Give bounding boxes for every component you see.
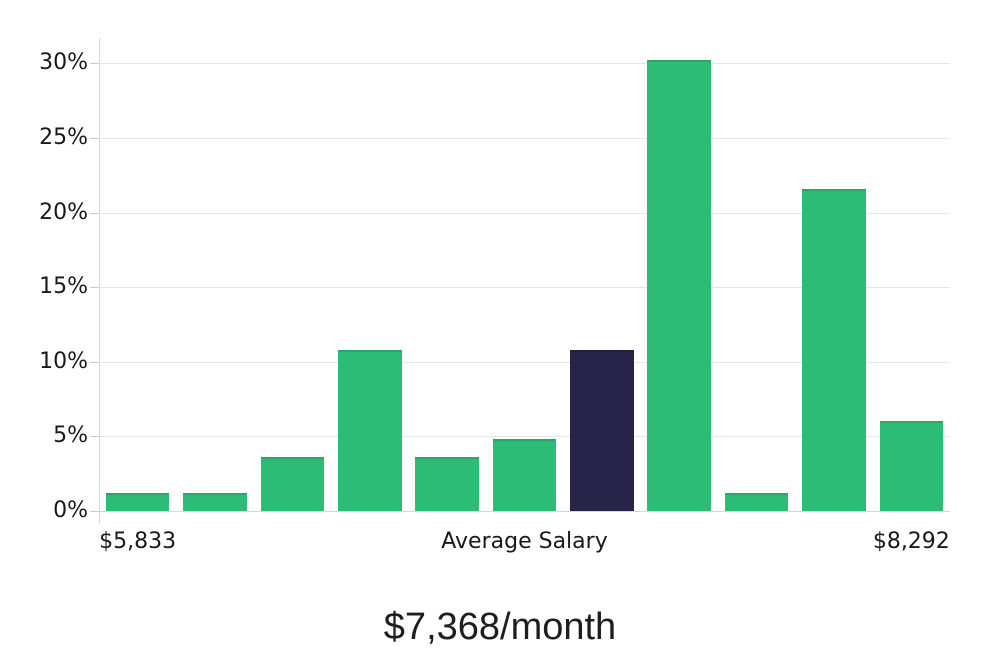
- bar: [415, 457, 479, 511]
- bar: [492, 439, 557, 511]
- bar: [260, 457, 325, 511]
- x-axis-line: [99, 511, 950, 512]
- y-tick-label: 15%: [39, 274, 88, 300]
- bar: [724, 493, 789, 511]
- y-tick-label: 20%: [39, 199, 88, 225]
- x-tick-label-max-salary: $8,292: [872, 529, 950, 554]
- bar: [105, 493, 170, 511]
- highlighted-average-salary-bar: [570, 349, 634, 511]
- gridline: [99, 212, 950, 214]
- y-tick-mark: [90, 63, 99, 65]
- bar: [879, 421, 944, 511]
- y-tick-label: 0%: [53, 498, 88, 523]
- gridline: [99, 63, 950, 65]
- bar: [338, 349, 402, 511]
- y-tick-mark: [90, 137, 99, 139]
- bar: [647, 60, 711, 511]
- bar: [802, 188, 866, 511]
- y-tick-mark: [90, 287, 99, 289]
- y-tick-mark: [90, 212, 99, 214]
- gridline: [99, 137, 950, 139]
- chart-title-average-monthly-salary: $7,368/month: [383, 606, 617, 648]
- y-tick-mark: [90, 361, 99, 363]
- y-tick-label: 5%: [53, 423, 88, 449]
- gridline: [99, 287, 950, 289]
- y-tick-mark: [90, 511, 99, 512]
- gridline: [99, 361, 950, 363]
- y-tick-label: 25%: [39, 124, 88, 150]
- bar: [183, 493, 247, 511]
- y-tick-label: 30%: [39, 50, 88, 76]
- y-tick-mark: [90, 436, 99, 438]
- x-tick-label-min-salary: $5,833: [99, 529, 177, 554]
- x-tick-label-average-salary: Average Salary: [441, 529, 608, 554]
- y-tick-label: 10%: [39, 348, 88, 374]
- gridline: [99, 436, 950, 438]
- plot-area: $5,833 Average Salary $8,292 0% 5% 10% 15% 2…: [39, 38, 950, 554]
- y-axis-line: [99, 38, 100, 524]
